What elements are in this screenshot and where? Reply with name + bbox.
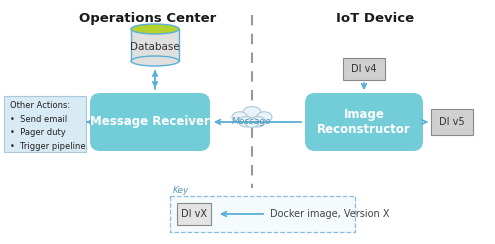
- Ellipse shape: [131, 24, 179, 34]
- Text: Message Receiver: Message Receiver: [90, 115, 210, 129]
- FancyBboxPatch shape: [90, 93, 210, 151]
- Text: Database: Database: [130, 42, 180, 52]
- Ellipse shape: [246, 118, 259, 127]
- FancyBboxPatch shape: [177, 203, 211, 225]
- Text: DI vX: DI vX: [181, 209, 207, 219]
- Text: Docker image, Version X: Docker image, Version X: [270, 209, 390, 219]
- FancyBboxPatch shape: [343, 58, 385, 80]
- Ellipse shape: [243, 107, 261, 120]
- Text: IoT Device: IoT Device: [336, 12, 414, 25]
- Ellipse shape: [239, 117, 254, 127]
- Text: Operations Center: Operations Center: [79, 12, 217, 25]
- FancyBboxPatch shape: [170, 196, 355, 232]
- FancyBboxPatch shape: [305, 93, 423, 151]
- Text: Image
Reconstructor: Image Reconstructor: [317, 108, 411, 136]
- Text: DI v4: DI v4: [351, 64, 377, 74]
- Text: Key: Key: [173, 186, 190, 195]
- Text: DI v5: DI v5: [439, 117, 465, 127]
- Ellipse shape: [232, 112, 247, 122]
- Ellipse shape: [257, 112, 272, 122]
- FancyBboxPatch shape: [4, 96, 86, 152]
- Ellipse shape: [131, 56, 179, 66]
- FancyBboxPatch shape: [431, 109, 473, 135]
- Bar: [131, 29, 179, 61]
- Ellipse shape: [250, 117, 265, 127]
- Text: Other Actions:
•  Send email
•  Pager duty
•  Trigger pipeline: Other Actions: • Send email • Pager duty…: [10, 101, 86, 151]
- Text: Message: Message: [232, 116, 272, 125]
